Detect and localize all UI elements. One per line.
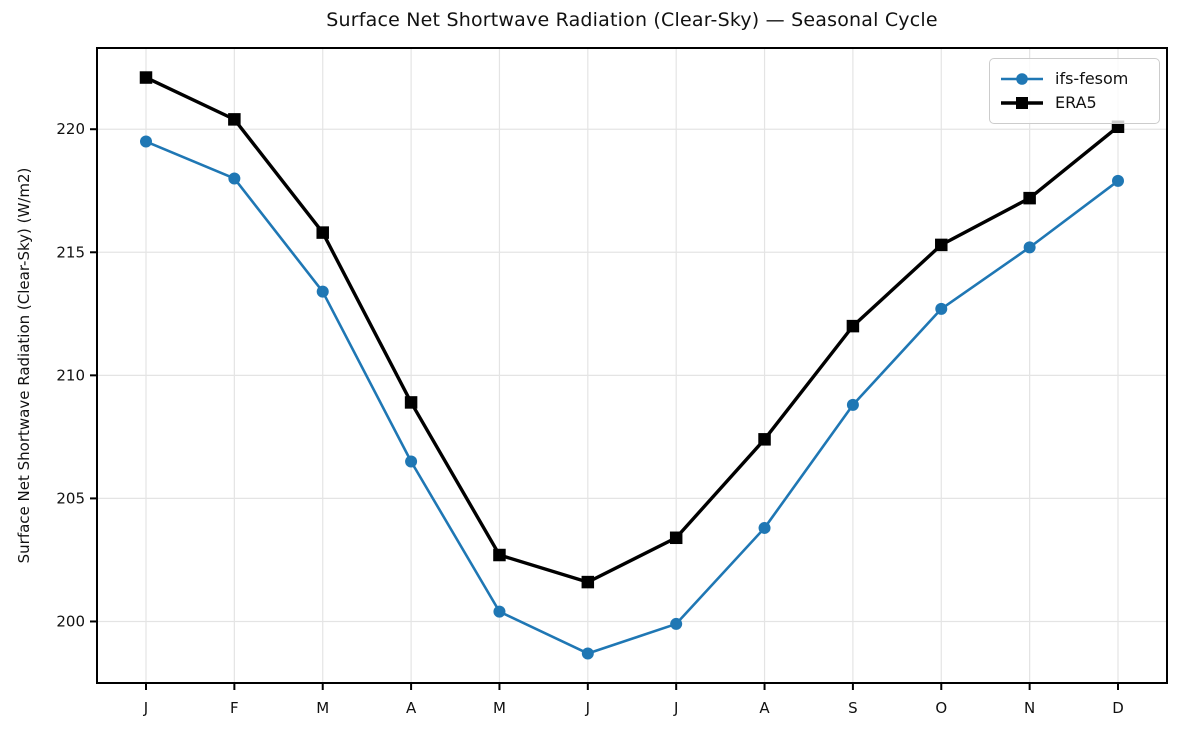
line-square-marker-icon (1001, 97, 1043, 110)
series-line-ERA5 (145, 75, 1120, 584)
legend-label-ifs-fesom: ifs-fesom (1055, 68, 1129, 88)
data-point-ERA5 (404, 396, 418, 409)
x-tick-label: D (1112, 699, 1124, 717)
x-tick-label: J (585, 699, 590, 717)
data-point-ERA5 (493, 548, 506, 562)
legend-label-era5: ERA5 (1055, 93, 1097, 113)
x-tick-label: N (1024, 699, 1035, 717)
data-point-ifs-fesom (493, 605, 506, 618)
data-point-ERA5 (581, 575, 595, 589)
x-tick-label: A (759, 699, 770, 717)
data-point-ifs-fesom (1112, 174, 1124, 187)
x-tick-label: J (143, 699, 148, 717)
data-point-ifs-fesom (581, 647, 594, 660)
data-point-ifs-fesom (935, 302, 948, 315)
x-tick-label: O (935, 699, 947, 717)
data-point-ifs-fesom (1023, 241, 1036, 254)
data-point-ifs-fesom (758, 521, 771, 534)
x-tick-label: J (673, 699, 678, 717)
x-tick-label: S (848, 699, 858, 717)
y-tick-label: 215 (56, 243, 85, 261)
data-point-ERA5 (669, 531, 683, 545)
y-tick-label: 200 (56, 612, 85, 630)
data-point-ifs-fesom (405, 455, 418, 468)
data-point-ERA5 (1023, 191, 1036, 205)
data-point-ifs-fesom (228, 172, 241, 185)
chart-title: Surface Net Shortwave Radiation (Clear-S… (326, 9, 938, 31)
data-point-ERA5 (139, 71, 153, 84)
data-point-ERA5 (316, 226, 329, 239)
legend-entry-ifs-fesom: ifs-fesom (999, 68, 1150, 88)
data-point-ifs-fesom (670, 617, 683, 630)
y-tick-label: 220 (56, 120, 85, 138)
legend: ifs-fesom ERA5 (989, 58, 1160, 124)
data-point-ifs-fesom (846, 398, 859, 411)
y-tick-label: 205 (56, 489, 85, 507)
y-tick-label: 210 (56, 366, 85, 384)
x-tick-label: A (406, 699, 417, 717)
x-tick-label: M (493, 699, 506, 717)
data-point-ERA5 (935, 238, 948, 252)
legend-entry-era5: ERA5 (999, 95, 1150, 111)
data-point-ERA5 (228, 113, 241, 126)
data-point-ERA5 (758, 433, 771, 446)
x-tick-label: F (230, 699, 239, 717)
data-point-ifs-fesom (316, 285, 329, 298)
axes-spines (96, 47, 1168, 684)
series-line-ifs-fesom (145, 140, 1119, 655)
x-tick-label: M (316, 699, 329, 717)
data-point-ERA5 (846, 319, 860, 333)
line-circle-marker-icon (1001, 72, 1043, 85)
data-point-ifs-fesom (140, 135, 152, 148)
